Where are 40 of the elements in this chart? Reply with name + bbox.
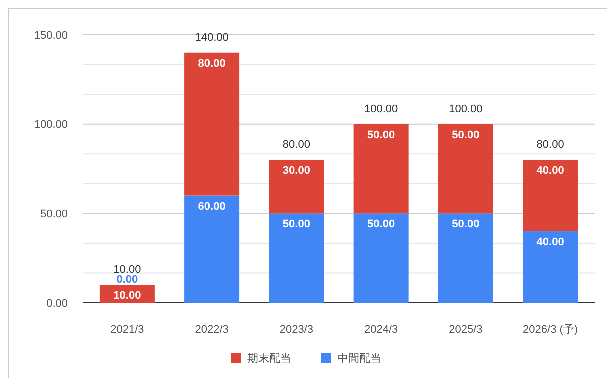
data-label: 80.00 — [198, 58, 226, 70]
y-tick-label: 150.00 — [34, 30, 68, 42]
x-tick-label: 2026/3 (予) — [523, 324, 578, 336]
data-label: 60.00 — [198, 200, 226, 213]
data-label: 40.00 — [536, 236, 564, 249]
x-tick-label: 2024/3 — [364, 324, 398, 336]
bar — [184, 196, 240, 303]
bar — [354, 214, 409, 303]
data-label: 50.00 — [282, 218, 310, 231]
bar — [523, 160, 578, 232]
y-tick-label: 100.00 — [34, 119, 68, 132]
total-label: 100.00 — [449, 103, 483, 116]
bar — [438, 124, 494, 214]
data-label: 50.00 — [368, 218, 396, 231]
data-label: 50.00 — [452, 129, 480, 142]
legend-label: 期末配当 — [248, 352, 292, 365]
x-tick-label: 2022/3 — [195, 324, 229, 336]
bar — [438, 214, 494, 303]
data-label: 30.00 — [282, 165, 310, 178]
bar — [269, 160, 324, 214]
y-tick-label: 0.00 — [46, 298, 68, 310]
bar — [354, 124, 409, 214]
data-label: 0.00 — [116, 274, 138, 286]
total-label: 100.00 — [364, 103, 398, 116]
bar — [269, 214, 324, 303]
bar — [184, 52, 240, 196]
total-label: 10.00 — [114, 264, 142, 276]
x-tick-label: 2021/3 — [110, 324, 144, 336]
data-label: 10.00 — [114, 290, 142, 302]
data-label: 50.00 — [452, 218, 480, 231]
legend-label: 中間配当 — [338, 352, 382, 365]
y-tick-label: 50.00 — [40, 208, 68, 221]
data-label: 50.00 — [368, 129, 396, 142]
x-tick-label: 2025/3 — [449, 324, 483, 336]
x-tick-label: 2023/3 — [280, 324, 314, 336]
data-label: 40.00 — [536, 165, 564, 178]
bar — [523, 232, 578, 303]
total-label: 80.00 — [536, 139, 564, 152]
total-label: 140.00 — [195, 32, 229, 44]
total-label: 80.00 — [282, 139, 310, 152]
